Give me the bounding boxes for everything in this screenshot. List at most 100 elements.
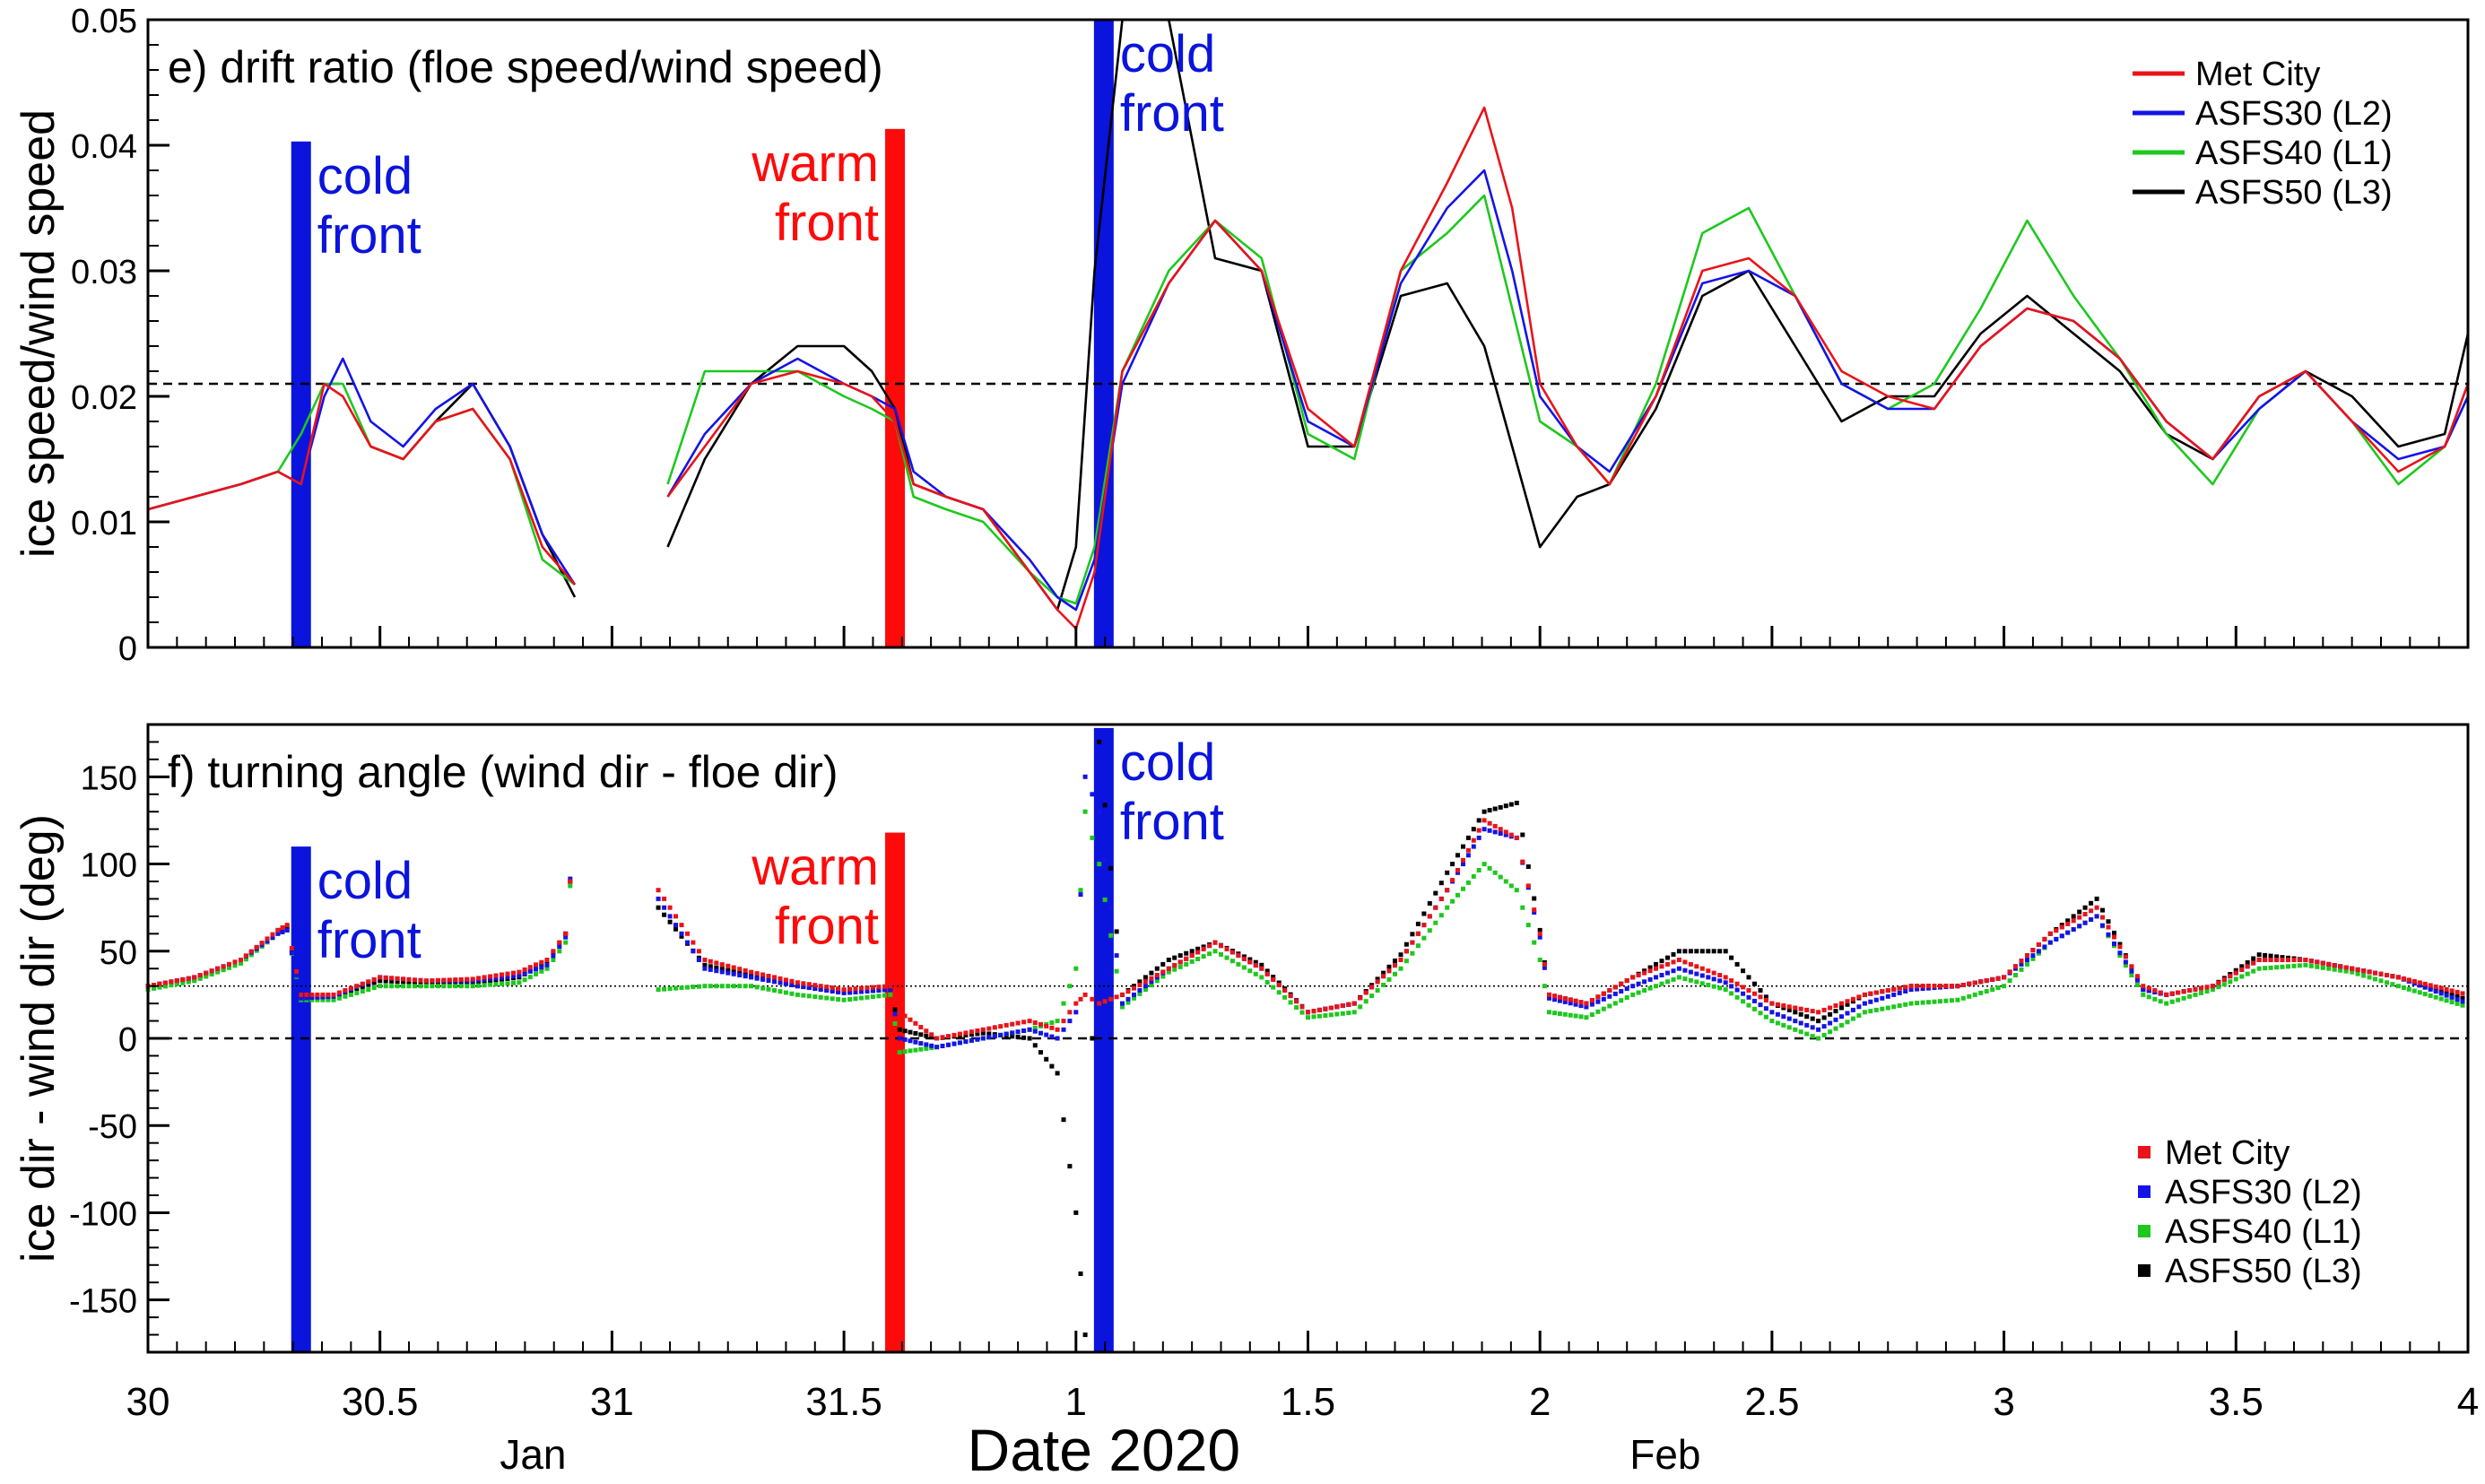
- data-point: [1607, 1003, 1612, 1009]
- data-point: [1247, 957, 1253, 962]
- data-point: [1427, 928, 1432, 933]
- data-point: [2245, 971, 2250, 976]
- data-point: [1487, 808, 1492, 813]
- data-point: [951, 1032, 957, 1037]
- data-point: [2106, 924, 2111, 930]
- data-point: [1328, 1005, 1334, 1011]
- data-point: [299, 992, 304, 997]
- data-point: [1445, 905, 1450, 910]
- data-point: [998, 1024, 1004, 1029]
- data-point: [2433, 994, 2438, 1000]
- data-point: [1465, 880, 1471, 885]
- data-point: [1114, 929, 1119, 934]
- data-point: [2129, 973, 2134, 977]
- data-point: [1461, 844, 1465, 849]
- data-point: [1810, 1025, 1815, 1030]
- data-point: [1476, 868, 1481, 872]
- data-point: [812, 986, 818, 992]
- data-point: [980, 1030, 986, 1036]
- data-point: [685, 940, 690, 945]
- data-point: [929, 1035, 934, 1040]
- data-point: [1132, 985, 1136, 991]
- data-point: [1897, 985, 1902, 991]
- data-point: [2373, 970, 2377, 976]
- data-point: [2449, 994, 2455, 1000]
- data-point: [673, 926, 678, 932]
- data-point: [2042, 944, 2047, 950]
- data-point: [1465, 835, 1471, 840]
- data-point: [1833, 1009, 1838, 1014]
- data-point: [1073, 966, 1079, 971]
- data-point: [918, 1032, 924, 1037]
- cold-front-label: front: [317, 206, 421, 265]
- data-point: [2123, 954, 2128, 959]
- data-point: [221, 968, 226, 973]
- data-point: [1601, 991, 1606, 996]
- data-point: [1334, 1004, 1340, 1010]
- data-point: [2280, 958, 2285, 962]
- data-point: [539, 965, 544, 970]
- data-point: [1682, 968, 1688, 973]
- data-point: [957, 1031, 962, 1037]
- data-point: [908, 1048, 913, 1054]
- data-point: [2280, 964, 2285, 969]
- data-point: [413, 984, 417, 989]
- data-point: [1601, 1006, 1606, 1011]
- data-point: [2117, 950, 2123, 956]
- data-point: [2059, 924, 2064, 930]
- data-point: [1032, 1043, 1038, 1048]
- data-point: [1149, 970, 1154, 976]
- data-point: [859, 995, 864, 1001]
- data-point: [1694, 964, 1699, 969]
- data-point: [2263, 952, 2268, 958]
- data-point: [1557, 998, 1562, 1003]
- data-point: [888, 992, 893, 997]
- data-point: [702, 984, 708, 989]
- data-point: [946, 1034, 951, 1039]
- data-point: [517, 969, 522, 975]
- data-point: [331, 992, 336, 997]
- data-point: [946, 1042, 951, 1047]
- data-point: [749, 984, 754, 989]
- legend-label-asfs30-l2: ASFS30 (L2): [2165, 1174, 2362, 1211]
- data-point: [2367, 969, 2372, 975]
- data-point: [152, 985, 156, 991]
- data-point: [401, 979, 406, 985]
- data-point: [1920, 984, 1925, 989]
- data-point: [270, 932, 275, 937]
- data-point: [366, 979, 371, 985]
- data-point: [1398, 966, 1403, 971]
- data-point: [1589, 1012, 1594, 1017]
- data-point: [1351, 1010, 1357, 1015]
- data-point: [969, 1037, 974, 1043]
- data-point: [2449, 1000, 2455, 1005]
- data-point: [2460, 999, 2465, 1004]
- data-point: [1659, 981, 1664, 986]
- data-point: [2129, 968, 2134, 974]
- data-point: [389, 984, 395, 989]
- data-point: [1487, 820, 1492, 826]
- data-point: [1908, 984, 1914, 989]
- data-point: [1636, 981, 1641, 986]
- data-point: [691, 985, 696, 990]
- data-point: [1671, 976, 1676, 982]
- data-point: [511, 980, 516, 985]
- data-point: [1845, 1020, 1850, 1025]
- data-point: [2210, 984, 2215, 989]
- data-point: [1557, 994, 1562, 1000]
- data-point: [2460, 1002, 2465, 1008]
- data-point: [366, 982, 371, 987]
- data-point: [180, 980, 186, 985]
- data-point: [2239, 967, 2245, 972]
- data-point: [1833, 1026, 1838, 1031]
- warm-front-bar: [885, 832, 906, 1352]
- data-point: [1589, 1002, 1594, 1007]
- data-point: [430, 984, 435, 989]
- data-point: [534, 971, 538, 976]
- data-point: [679, 923, 684, 928]
- data-point: [2013, 964, 2018, 969]
- data-point: [824, 995, 830, 1001]
- data-point: [551, 958, 556, 962]
- data-point: [1868, 991, 1873, 996]
